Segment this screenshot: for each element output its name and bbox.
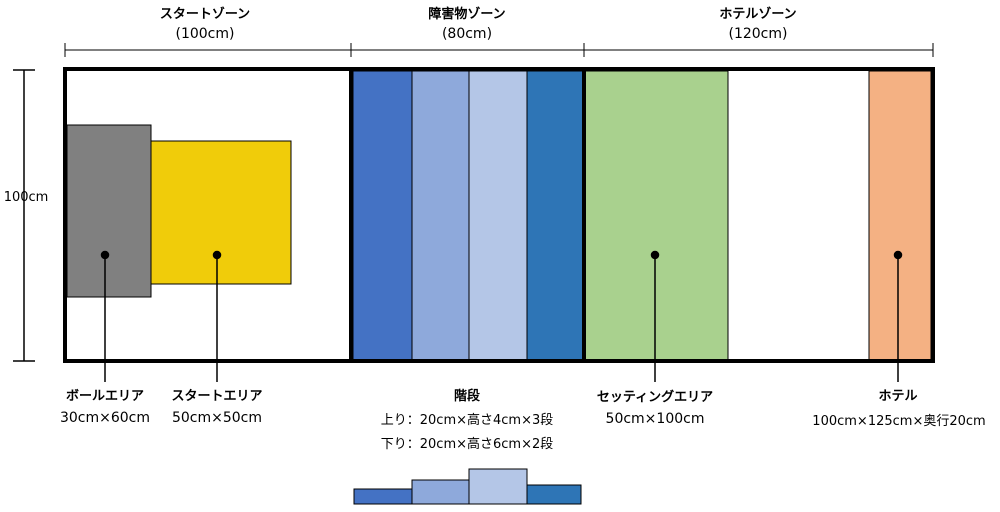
width-dimension-line [64,43,934,57]
setting-area-title: セッティングエリア [596,390,714,405]
start-area-marker [212,250,222,260]
stair-step-3 [468,70,528,361]
hotel-zone-size: (120cm) [728,26,788,42]
height-dimension-line [13,69,35,362]
obstacle-zone-size: (80cm) [441,26,493,42]
setting-area-size: 50cm×100cm [605,411,705,427]
ball-area [66,124,152,298]
ball-area-size: 30cm×60cm [59,410,151,426]
stairs-title: 階段 [453,389,480,404]
hotel-title: ホテル [878,389,918,404]
hotel-block [868,70,932,361]
obstacle-zone-title: 障害物ゾーン [428,7,506,22]
start-zone-title: スタートゾーン [159,7,251,22]
ball-area-marker [100,250,110,260]
start-area-size: 50cm×50cm [171,410,263,426]
start-area-title: スタートエリア [171,389,263,404]
start-area [150,140,292,285]
stairs-down-spec: 下り：20cm×高さ6cm×2段 [380,437,554,452]
setting-area-marker [650,250,660,260]
start-zone-size: (100cm) [175,26,235,42]
stairs-up-spec: 上り：20cm×高さ4cm×3段 [380,413,554,428]
hotel-zone-title: ホテルゾーン [719,7,797,22]
setting-area [584,70,729,361]
stair-step-2 [411,70,470,361]
stairs-profile [353,468,582,505]
ball-area-title: ボールエリア [65,389,144,404]
field-border [63,67,935,363]
stair-step-4 [526,70,584,361]
hotel-size: 100cm×125cm×奥行20cm [812,414,986,429]
stair-step-1 [352,70,413,361]
height-label: 100cm [3,190,49,205]
hotel-marker [893,250,903,260]
